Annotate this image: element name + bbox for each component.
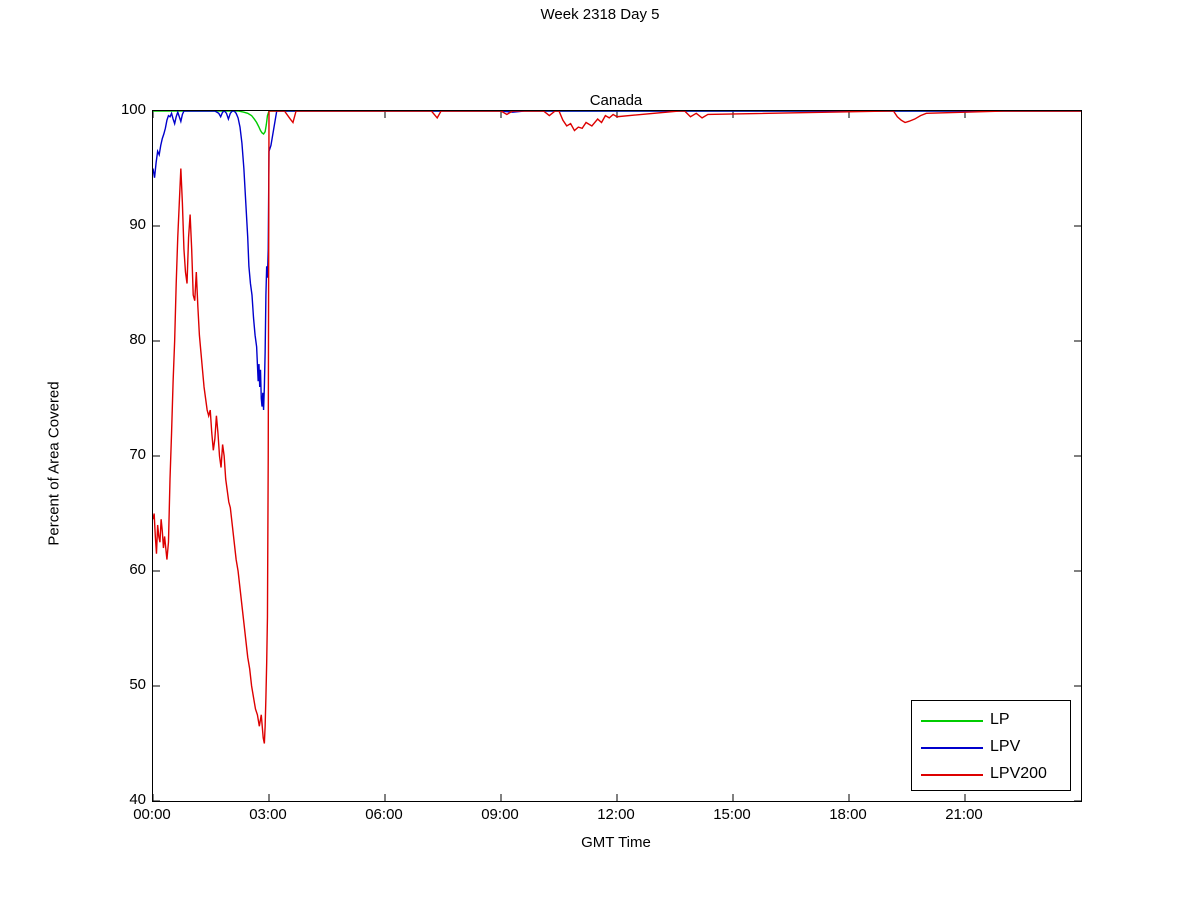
x-tick-label: 12:00 [597,806,635,823]
x-tick-label: 03:00 [249,806,287,823]
x-tick-label: 09:00 [481,806,519,823]
legend-item-lpv200[interactable]: LPV200 [912,761,1072,789]
y-axis-label: Percent of Area Covered [45,381,63,546]
legend-color-swatch [921,774,983,776]
legend-label: LPV [990,738,1021,755]
chart-legend[interactable]: LP LPV LPV200 [911,700,1071,791]
axes-title-line-1: Canada [589,92,643,109]
y-tick-label: 70 [129,446,146,463]
legend-label: LPV200 [990,765,1047,782]
legend-item-lp[interactable]: LP [912,707,1072,735]
series-line-lpv [153,111,1081,411]
series-line-lp [153,111,1081,135]
x-axis-tick-labels: 00:00 03:00 06:00 09:00 12:00 15:00 18:00 21:00 [133,806,1080,830]
legend-label: LP [990,711,1010,728]
figure-suptitle: Week 2318 Day 5 [540,6,660,23]
legend-item-lpv[interactable]: LPV [912,734,1072,762]
legend-color-swatch [921,747,983,749]
y-tick-label: 90 [129,216,146,233]
y-tick-label: 50 [129,676,146,693]
plot-svg [153,111,1081,801]
series-line-lpv200 [153,111,1081,744]
data-series-layer [153,111,1081,744]
x-axis-label: GMT Time [581,834,651,851]
legend-color-swatch [921,720,983,722]
x-tick-label: 18:00 [829,806,867,823]
x-tick-marks [153,111,966,801]
y-tick-label: 100 [120,101,146,118]
y-tick-label: 60 [129,561,146,578]
y-tick-label: 40 [129,791,146,808]
x-tick-label: 21:00 [945,806,983,823]
x-tick-label: 15:00 [713,806,751,823]
y-tick-marks [153,111,1081,801]
plot-area [152,110,1082,802]
y-axis-tick-labels: 40 50 60 70 80 90 100 [96,101,146,808]
x-tick-label: 00:00 [133,806,171,823]
x-tick-label: 06:00 [365,806,403,823]
y-tick-label: 80 [129,331,146,348]
